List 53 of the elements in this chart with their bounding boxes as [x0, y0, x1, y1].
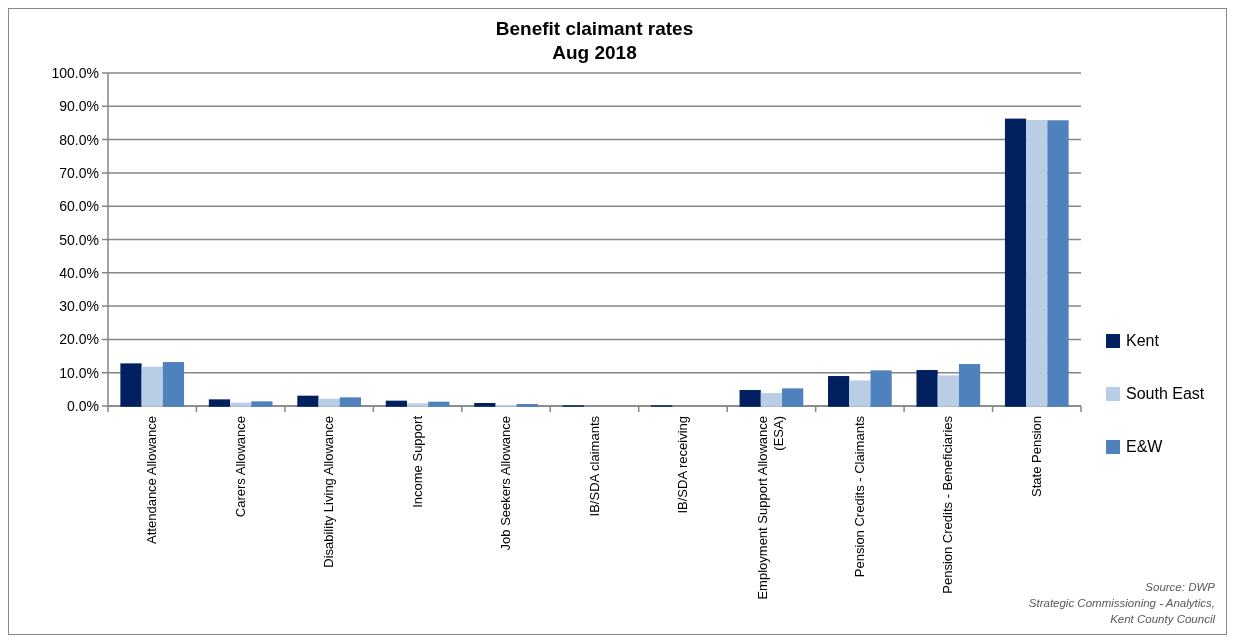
bar [230, 402, 252, 407]
source-note: Source: DWP Strategic Commissioning - Analytics, Kent County Council [1028, 581, 1216, 625]
x-tick-label: Job Seekers Allowance [498, 416, 514, 551]
y-tick-label: 40.0% [59, 264, 99, 281]
bar [1047, 120, 1069, 407]
y-tick-label: 80.0% [59, 131, 99, 148]
y-tick-label: 50.0% [59, 231, 99, 248]
y-tick-label: 20.0% [59, 331, 99, 348]
bar [208, 399, 231, 407]
legend-label: South East [1126, 385, 1205, 402]
x-tick-label: Disability Living Allowance [321, 416, 337, 568]
x-tick-label: Carers Allowance [232, 416, 248, 518]
bar [739, 390, 761, 407]
bar [516, 404, 538, 407]
bar [849, 380, 871, 407]
x-tick-label: Income Support [409, 415, 425, 508]
bar [339, 397, 361, 407]
bar [406, 403, 429, 407]
x-tick-label: State Pension [1028, 416, 1044, 497]
bar [385, 400, 407, 407]
bar [1026, 119, 1048, 407]
bar [251, 401, 273, 407]
bar [428, 401, 450, 407]
x-tick-label: Attendance Allowance [144, 416, 160, 544]
bar [937, 375, 959, 407]
y-tick-label: 30.0% [59, 298, 99, 315]
bar [474, 403, 496, 407]
bar [760, 393, 783, 407]
x-tick-label: IB/SDA receiving [674, 416, 690, 514]
bar [1004, 118, 1027, 407]
bar [958, 364, 981, 407]
x-tick-label: Pension Credits - Claimants [851, 415, 867, 578]
x-tick-label: IB/SDA claimants [586, 415, 602, 517]
chart-title: Benefit claimant rates Aug 2018 [495, 18, 694, 63]
bar [916, 370, 938, 407]
bar [120, 363, 142, 407]
x-tick-label: Pension Credits - Beneficiaries [940, 415, 956, 594]
legend-label: E&W [1126, 438, 1164, 455]
bar [297, 395, 319, 407]
bar [870, 370, 892, 407]
y-tick-label: 0.0% [67, 398, 99, 414]
y-tick-label: 10.0% [59, 364, 99, 381]
bar [782, 388, 804, 407]
bar [141, 366, 163, 407]
y-tick-label: 100.0% [51, 65, 99, 81]
y-tick-label: 60.0% [59, 198, 99, 215]
x-tick-label: Employment Support Allowance (ESA) [755, 416, 787, 600]
legend-label: Kent [1126, 332, 1160, 349]
bar [162, 362, 185, 407]
bar [828, 376, 850, 407]
y-tick-label: 70.0% [59, 164, 99, 181]
y-tick-label: 90.0% [59, 98, 99, 115]
bar [318, 398, 340, 407]
